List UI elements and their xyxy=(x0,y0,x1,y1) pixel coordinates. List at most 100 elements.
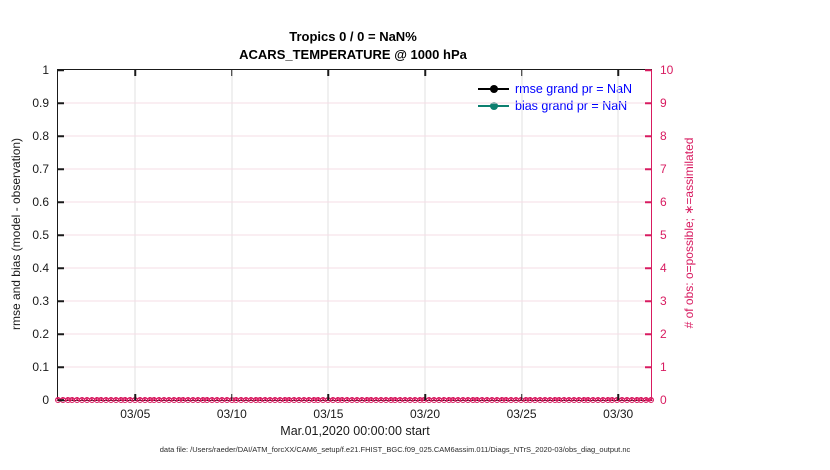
y-right-tick-mark xyxy=(645,333,651,335)
x-tick-mark xyxy=(134,70,136,76)
obs-marker-asterisk: * xyxy=(94,395,99,408)
obs-marker-asterisk: * xyxy=(243,395,249,408)
obs-marker-asterisk: * xyxy=(176,395,181,408)
y-left-tick-label: 0 xyxy=(42,393,49,407)
obs-marker-asterisk: * xyxy=(272,395,278,408)
obs-marker-asterisk: * xyxy=(374,395,379,408)
obs-marker-asterisk: * xyxy=(504,395,509,408)
x-axis-label: Mar.01,2020 00:00:00 start xyxy=(280,424,430,438)
obs-marker-asterisk: * xyxy=(321,395,326,408)
x-tick-mark xyxy=(424,394,426,400)
obs-marker-asterisk: * xyxy=(195,395,200,408)
obs-marker-asterisk: * xyxy=(345,395,350,408)
obs-marker-asterisk: * xyxy=(258,395,263,408)
obs-marker-asterisk: * xyxy=(316,395,321,408)
y-left-tick-mark xyxy=(58,102,64,104)
obs-marker-asterisk: * xyxy=(282,395,287,408)
y-right-tick-mark xyxy=(645,135,651,137)
obs-marker-asterisk: * xyxy=(518,395,523,408)
y-left-tick-mark xyxy=(58,69,64,71)
obs-marker-asterisk: * xyxy=(509,395,514,408)
y-left-tick-mark xyxy=(58,366,64,368)
obs-marker-asterisk: * xyxy=(586,395,591,408)
y-left-tick-label: 0.8 xyxy=(32,129,49,143)
obs-marker-asterisk: * xyxy=(205,395,210,408)
x-tick-mark xyxy=(231,70,233,76)
obs-marker-asterisk: * xyxy=(70,395,75,408)
chart-title-block: Tropics 0 / 0 = NaN% ACARS_TEMPERATURE @… xyxy=(239,28,467,64)
y-right-tick-mark xyxy=(645,366,651,368)
y-right-tick-label: 8 xyxy=(660,129,667,143)
obs-marker-asterisk: * xyxy=(460,395,466,408)
obs-marker-asterisk: * xyxy=(89,395,94,408)
obs-marker-asterisk: * xyxy=(648,395,654,408)
obs-marker-asterisk: * xyxy=(349,395,355,408)
obs-marker-asterisk: * xyxy=(118,395,123,408)
x-tick-label: 03/20 xyxy=(409,407,441,421)
obs-marker-asterisk: * xyxy=(605,395,610,408)
y-right-tick-mark xyxy=(645,300,651,302)
legend-row: rmse grand pr = NaN xyxy=(478,80,632,97)
y-grid-line xyxy=(58,300,651,302)
obs-marker-asterisk: * xyxy=(407,395,413,408)
x-tick-mark xyxy=(617,394,619,400)
y-right-tick-label: 4 xyxy=(660,261,667,275)
obs-marker-asterisk: * xyxy=(547,395,552,408)
obs-marker-asterisk: * xyxy=(84,395,90,408)
data-file-note: data file: /Users/raeder/DAI/ATM_forcXX/… xyxy=(159,445,631,454)
y-right-tick-label: 9 xyxy=(660,96,667,110)
y-left-tick-label: 0.1 xyxy=(32,360,49,374)
obs-marker-asterisk: * xyxy=(595,395,601,408)
obs-marker-asterisk: * xyxy=(186,395,191,408)
obs-marker-asterisk: * xyxy=(451,395,456,408)
obs-marker-asterisk: * xyxy=(533,395,538,408)
legend: rmse grand pr = NaN bias grand pr = NaN xyxy=(478,80,632,114)
obs-marker-asterisk: * xyxy=(113,395,118,408)
obs-marker-asterisk: * xyxy=(446,395,451,408)
obs-marker-asterisk: * xyxy=(325,395,331,408)
x-tick-label: 03/05 xyxy=(120,407,151,421)
obs-marker-asterisk: * xyxy=(152,395,157,408)
x-tick-mark xyxy=(617,70,619,76)
obs-marker-asterisk: * xyxy=(132,395,138,408)
y-right-tick-mark xyxy=(645,234,651,236)
obs-marker-asterisk: * xyxy=(383,395,388,408)
legend-marker-dot xyxy=(489,84,498,93)
chart-title: Tropics 0 / 0 = NaN% xyxy=(289,29,417,44)
obs-marker-asterisk: * xyxy=(79,395,85,408)
obs-marker-asterisk: * xyxy=(369,395,374,408)
obs-marker-asterisk: * xyxy=(296,395,302,408)
y-left-tick-mark xyxy=(58,234,64,236)
obs-marker-asterisk: * xyxy=(161,395,167,408)
y-right-tick-mark xyxy=(645,201,651,203)
obs-marker-asterisk: * xyxy=(142,395,147,408)
obs-marker-asterisk: * xyxy=(513,395,519,408)
y-right-tick-label: 1 xyxy=(660,360,667,374)
obs-marker-asterisk: * xyxy=(166,395,172,408)
y-left-tick-mark xyxy=(58,399,64,401)
obs-marker-asterisk: * xyxy=(422,395,427,408)
obs-marker-asterisk: * xyxy=(214,395,220,408)
legend-line-sample xyxy=(478,84,509,93)
y-left-tick-mark xyxy=(58,135,64,137)
obs-marker-asterisk: * xyxy=(393,395,398,408)
y-left-tick-label: 0.2 xyxy=(32,327,49,341)
y-grid-line xyxy=(58,366,651,368)
obs-marker-asterisk: * xyxy=(557,395,562,408)
legend-line-sample xyxy=(478,101,509,110)
obs-marker-asterisk: * xyxy=(147,395,152,408)
obs-marker-asterisk: * xyxy=(335,395,340,408)
obs-marker-asterisk: * xyxy=(364,395,369,408)
obs-marker-asterisk: * xyxy=(542,395,548,408)
obs-marker-asterisk: * xyxy=(475,395,480,408)
x-tick-label: 03/15 xyxy=(313,407,344,421)
obs-marker-asterisk: * xyxy=(431,395,437,408)
obs-marker-asterisk: * xyxy=(566,395,572,408)
obs-marker-asterisk: * xyxy=(200,395,205,408)
obs-marker-asterisk: * xyxy=(494,395,499,408)
obs-marker-asterisk: * xyxy=(229,395,234,408)
obs-marker-asterisk: * xyxy=(253,395,258,408)
obs-marker-asterisk: * xyxy=(330,395,335,408)
legend-label: bias grand pr = NaN xyxy=(515,98,628,113)
y-grid-line xyxy=(58,201,651,203)
